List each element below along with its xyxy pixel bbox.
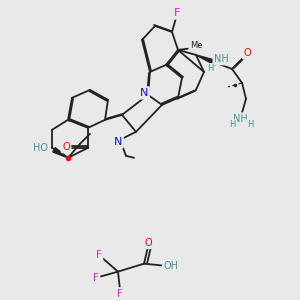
Text: N: N xyxy=(114,137,122,147)
Polygon shape xyxy=(196,55,217,65)
Polygon shape xyxy=(53,148,68,158)
Text: NH: NH xyxy=(214,54,229,64)
Text: O: O xyxy=(62,142,70,152)
Text: O: O xyxy=(243,48,251,58)
Text: O: O xyxy=(144,238,152,248)
Text: F: F xyxy=(174,8,180,18)
Text: OH: OH xyxy=(164,261,178,271)
Text: Me: Me xyxy=(190,41,202,50)
Text: HO: HO xyxy=(33,143,48,153)
Text: N: N xyxy=(140,88,148,98)
Text: F: F xyxy=(96,250,102,260)
Text: H: H xyxy=(247,120,253,129)
Text: NH: NH xyxy=(232,114,247,124)
Text: F: F xyxy=(117,289,123,298)
Text: H: H xyxy=(207,64,213,74)
Text: H: H xyxy=(229,120,235,129)
Text: F: F xyxy=(93,273,99,283)
